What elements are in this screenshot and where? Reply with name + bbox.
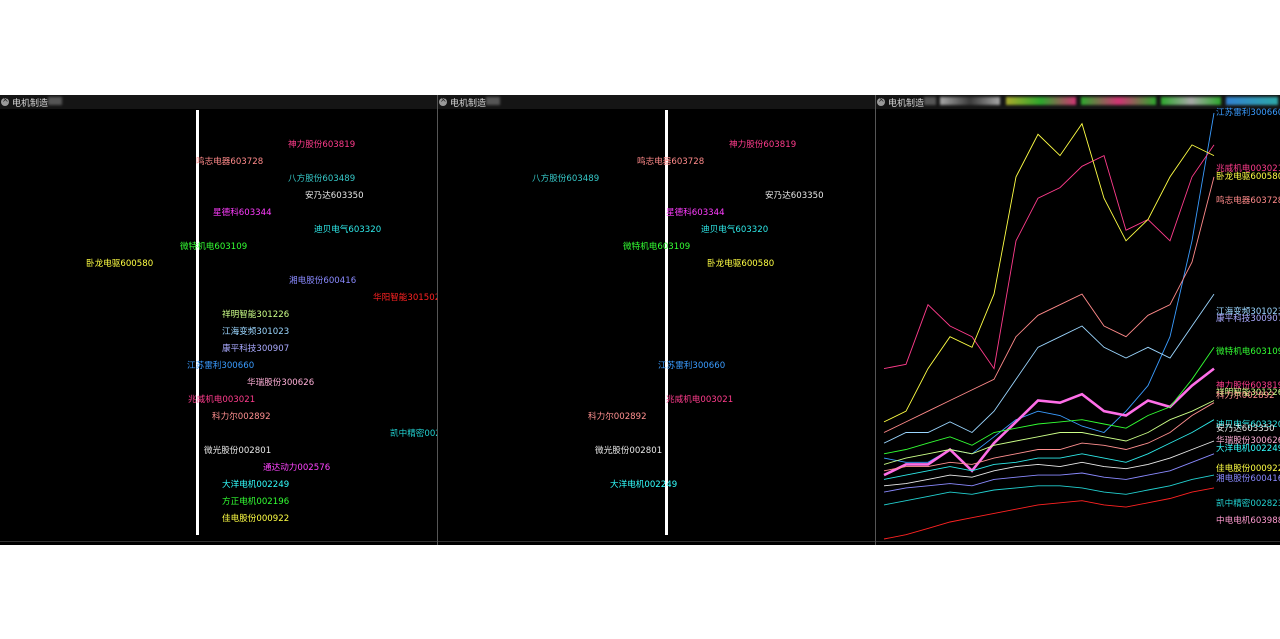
stock-label[interactable]: 星德科603344 [666, 208, 725, 218]
redacted-text [924, 97, 936, 105]
panel-1-title: 电机制造 [12, 99, 49, 109]
series-line [883, 293, 1215, 444]
stock-label[interactable]: 兆威机电003021 [666, 395, 734, 405]
series-line [883, 400, 1215, 465]
stock-label[interactable]: 安乃达603350 [765, 191, 824, 201]
series-line [883, 347, 1215, 455]
stock-label[interactable]: 康平科技300907 [1216, 314, 1280, 324]
series-line [883, 367, 1215, 477]
stock-label[interactable]: 星德科603344 [213, 208, 272, 218]
stock-label[interactable]: 安乃达603350 [305, 191, 364, 201]
stock-label[interactable]: 安乃达603350 [1216, 424, 1275, 434]
stock-label[interactable]: 祥明智能301226 [222, 310, 290, 320]
panel-divider[interactable] [437, 95, 438, 545]
series-line [883, 112, 1215, 463]
stock-label[interactable]: 湘电股份600416 [1216, 474, 1280, 484]
stock-label[interactable]: 华瑞股份300626 [1216, 436, 1280, 446]
stock-label[interactable]: 神力股份603819 [288, 140, 356, 150]
series-line [883, 122, 1215, 423]
redacted-header-values [1081, 97, 1156, 105]
stock-label[interactable]: 神力股份603819 [1216, 381, 1280, 391]
stock-label[interactable]: 鸣志电器603728 [196, 157, 264, 167]
panel-1-header: 电机制造 [0, 95, 437, 109]
stock-label[interactable]: 祥明智能301226 [1216, 388, 1280, 398]
time-marker[interactable] [196, 110, 199, 535]
stock-label[interactable]: 康平科技300907 [222, 344, 290, 354]
stock-label[interactable]: 大洋电机002249 [610, 480, 678, 490]
redacted-text [48, 97, 62, 105]
stock-label[interactable]: 八方股份603489 [532, 174, 600, 184]
series-line [883, 440, 1215, 487]
stock-label[interactable]: 科力尔002892 [588, 412, 647, 422]
stock-label[interactable]: 华瑞股份300626 [247, 378, 315, 388]
axis-ticks [0, 541, 437, 545]
redacted-text [486, 97, 500, 105]
stock-label[interactable]: 佳电股份000922 [1216, 464, 1280, 474]
stock-label[interactable]: 江海变频301023 [222, 327, 290, 337]
stock-label[interactable]: 卧龙电驱600580 [1216, 172, 1280, 182]
stock-label[interactable]: 微光股份002801 [204, 446, 272, 456]
stock-label[interactable]: 神力股份603819 [729, 140, 797, 150]
stock-label[interactable]: 微特机电603109 [1216, 347, 1280, 357]
series-line [883, 144, 1215, 370]
stock-label[interactable]: 凯中精密002823 [390, 429, 437, 439]
stock-label[interactable]: 江苏雷利300660 [658, 361, 726, 371]
stock-label[interactable]: 卧龙电驱600580 [707, 259, 775, 269]
close-icon[interactable] [439, 95, 447, 106]
stock-label[interactable]: 科力尔002892 [1216, 391, 1275, 401]
stock-label[interactable]: 兆威机电003021 [188, 395, 256, 405]
redacted-header-values [940, 97, 1000, 105]
stock-label[interactable]: 江苏雷利300660 [187, 361, 255, 371]
redacted-header-values [1006, 97, 1076, 105]
series-line [883, 487, 1215, 540]
stock-monitor-window: 电机制造 神力股份603819 鸣志电器603728 八方股份603489 安乃达60… [0, 95, 1280, 545]
time-marker[interactable] [665, 110, 668, 535]
stock-label[interactable]: 微特机电603109 [623, 242, 691, 252]
stock-label[interactable]: 湘电股份600416 [289, 276, 357, 286]
redacted-header-values [1226, 97, 1278, 105]
close-icon[interactable] [1, 95, 9, 106]
panel-3-title: 电机制造 [888, 99, 925, 109]
stock-label[interactable]: 微特机电603109 [180, 242, 248, 252]
axis-ticks [438, 541, 875, 545]
panel-2-header: 电机制造 [438, 95, 875, 109]
stock-label[interactable]: 八方股份603489 [288, 174, 356, 184]
redacted-header-values [1161, 97, 1221, 105]
stock-label[interactable]: 鸣志电器603728 [637, 157, 705, 167]
axis-ticks [876, 541, 1280, 545]
stock-label[interactable]: 江苏雷利300660 [1216, 108, 1280, 118]
stock-label[interactable]: 鸣志电器603728 [1216, 196, 1280, 206]
panel-2-title: 电机制造 [450, 99, 487, 109]
stock-label[interactable]: 大洋电机002249 [222, 480, 290, 490]
stock-label[interactable]: 卧龙电驱600580 [86, 259, 154, 269]
stock-label[interactable]: 中电电机603988 [1216, 516, 1280, 526]
stock-label[interactable]: 微光股份002801 [595, 446, 663, 456]
stock-label[interactable]: 华阳智能301502 [373, 293, 437, 303]
stock-label[interactable]: 通达动力002576 [263, 463, 331, 473]
series-line [883, 453, 1215, 493]
series-line [883, 419, 1215, 480]
stock-label[interactable]: 迪贝电气603320 [701, 225, 769, 235]
panel-3-header: 电机制造 [876, 95, 1280, 109]
panel-1: 电机制造 神力股份603819 鸣志电器603728 八方股份603489 安乃达60… [0, 95, 437, 545]
line-chart [883, 112, 1215, 540]
stock-label[interactable]: 江海变频301023 [1216, 307, 1280, 317]
panel-2: 电机制造 神力股份603819 鸣志电器603728 八方股份603489 安乃达60… [438, 95, 875, 545]
series-line [883, 474, 1215, 506]
stock-label[interactable]: 兆威机电003021 [1216, 164, 1280, 174]
stock-label[interactable]: 迪贝电气603320 [314, 225, 382, 235]
stock-label[interactable]: 大洋电机002249 [1216, 444, 1280, 454]
stock-label[interactable]: 凯中精密002823 [1216, 499, 1280, 509]
series-line [883, 402, 1215, 472]
series-line [883, 176, 1215, 433]
stock-label[interactable]: 迪贝电气603320 [1216, 420, 1280, 430]
close-icon[interactable] [877, 95, 885, 106]
stock-label[interactable]: 科力尔002892 [212, 412, 271, 422]
stock-label[interactable]: 方正电机002196 [222, 497, 290, 507]
stock-label[interactable]: 佳电股份000922 [222, 514, 290, 524]
panel-divider[interactable] [875, 95, 876, 545]
